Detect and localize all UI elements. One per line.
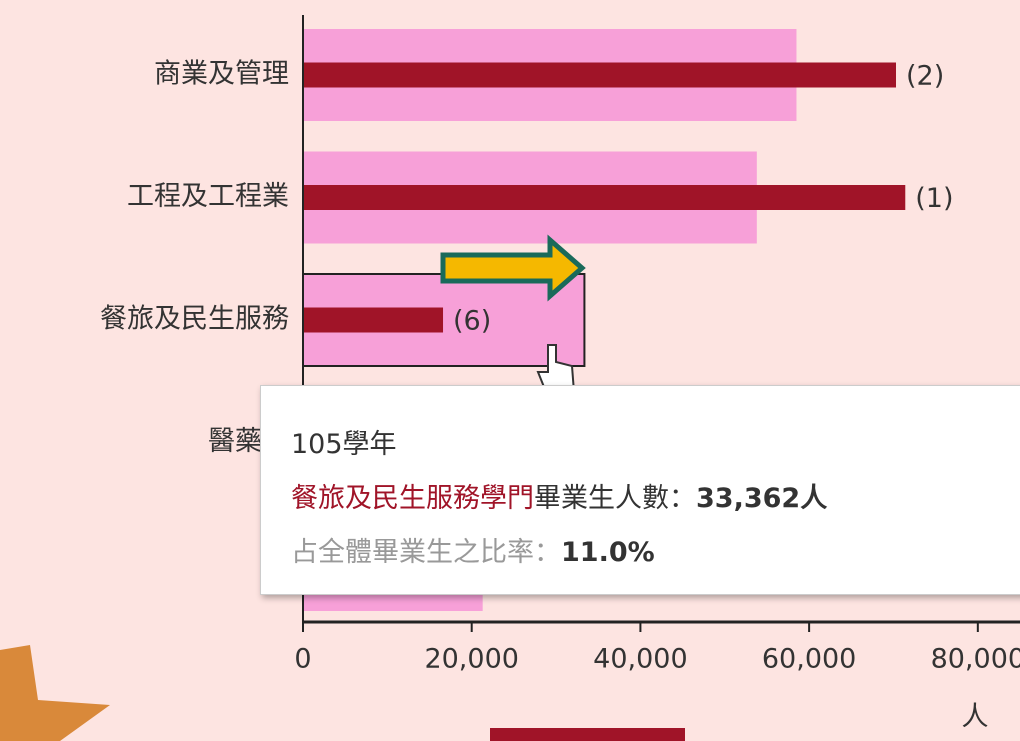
y-tick-label: 工程及工程業: [127, 181, 289, 212]
decoration: [0, 645, 685, 741]
x-tick-label: 60,000: [762, 644, 856, 675]
rank-label: (6): [453, 306, 491, 337]
tooltip: 105學年 餐旅及民生服務學門畢業生人數：33,362人 占全體畢業生之比率：1…: [260, 385, 1020, 595]
tooltip-field: 餐旅及民生服務學門: [291, 483, 534, 514]
bar: [303, 185, 906, 210]
x-tick-label: 0: [294, 644, 311, 675]
bar: [303, 62, 897, 88]
x-tick-label: 40,000: [593, 644, 687, 675]
rank-label: (1): [915, 183, 953, 214]
year-button[interactable]: [490, 728, 685, 741]
decor-icon: [0, 645, 110, 741]
tooltip-year: 105學年: [291, 429, 397, 460]
tooltip-count-label: 畢業生人數：: [534, 483, 696, 514]
x-tick-label: 20,000: [424, 644, 518, 675]
y-tick-label: 餐旅及民生服務: [100, 304, 289, 335]
x-axis-label: 人: [962, 702, 989, 733]
rank-label: (2): [906, 61, 944, 92]
tooltip-ratio-value: 11.0%: [561, 537, 655, 568]
tooltip-count-value: 33,362人: [696, 483, 828, 514]
arrow: [440, 234, 586, 302]
bar: [303, 307, 444, 333]
tooltip-ratio: 占全體畢業生之比率：11.0%: [291, 526, 1020, 580]
y-tick-label: 商業及管理: [154, 59, 289, 90]
tooltip-count: 餐旅及民生服務學門畢業生人數：33,362人: [291, 472, 1020, 526]
tooltip-ratio-label: 占全體畢業生之比率：: [291, 537, 561, 568]
x-tick-label: 80,000: [931, 644, 1020, 675]
